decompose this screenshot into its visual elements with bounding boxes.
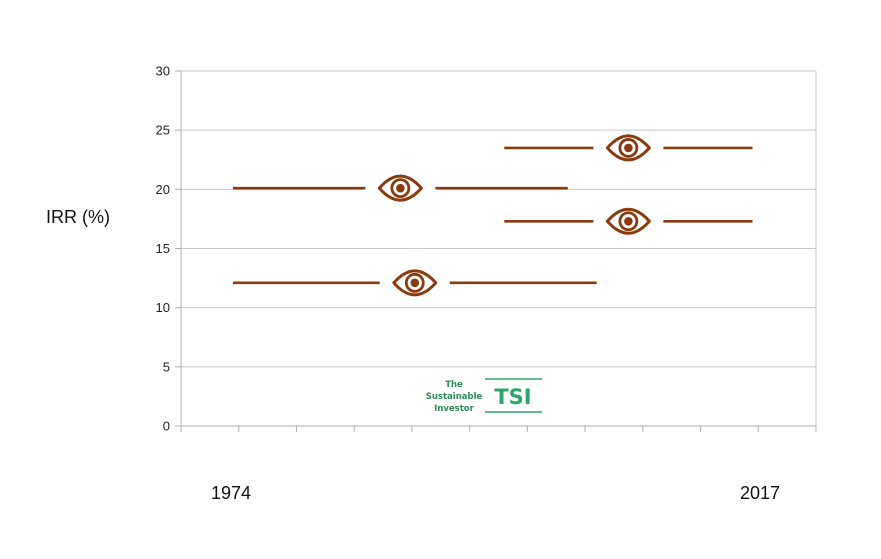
eye-iris bbox=[390, 178, 411, 199]
y-axis-label: IRR (%) bbox=[46, 207, 110, 227]
eye-outline bbox=[392, 269, 438, 297]
eye-pupil bbox=[624, 143, 633, 153]
logo-mark: TSI bbox=[494, 385, 531, 409]
logo-line-3: Investor bbox=[434, 404, 474, 414]
eye-outline bbox=[605, 207, 651, 235]
eye-outline bbox=[377, 174, 423, 202]
intervals bbox=[232, 131, 753, 299]
eye-iris bbox=[404, 272, 425, 293]
y-tick-label: 15 bbox=[156, 241, 170, 256]
y-tick-label: 0 bbox=[163, 419, 170, 434]
y-tick-labels: 0 5 10 15 20 25 30 bbox=[156, 64, 170, 434]
eye-outline bbox=[605, 134, 651, 162]
eye-iris bbox=[618, 138, 639, 158]
interval bbox=[504, 131, 753, 164]
eye-pupil bbox=[396, 183, 405, 193]
tsi-logo: The Sustainable Investor TSI bbox=[426, 378, 542, 414]
interval bbox=[504, 205, 753, 238]
eye-icon bbox=[605, 134, 651, 162]
eye-iris bbox=[618, 211, 639, 232]
eye-pupil bbox=[410, 278, 420, 288]
eye-icon bbox=[392, 269, 438, 297]
x-axis-end-label: 2017 bbox=[740, 483, 781, 503]
logo-line-2: Sustainable bbox=[426, 392, 483, 402]
gridlines bbox=[181, 70, 817, 426]
interval bbox=[232, 172, 568, 205]
x-axis-start-label: 1974 bbox=[211, 483, 252, 503]
logo-line-1: The bbox=[445, 380, 463, 390]
interval bbox=[232, 266, 597, 299]
eye-pupil bbox=[624, 216, 633, 226]
y-tick-label: 25 bbox=[156, 123, 170, 138]
y-tick-label: 30 bbox=[156, 64, 170, 79]
y-tick-label: 5 bbox=[163, 359, 170, 374]
y-tick-label: 10 bbox=[156, 300, 170, 315]
axes bbox=[175, 70, 817, 432]
eye-icon bbox=[605, 207, 651, 235]
eye-icon bbox=[377, 174, 423, 202]
y-tick-label: 20 bbox=[156, 182, 170, 197]
